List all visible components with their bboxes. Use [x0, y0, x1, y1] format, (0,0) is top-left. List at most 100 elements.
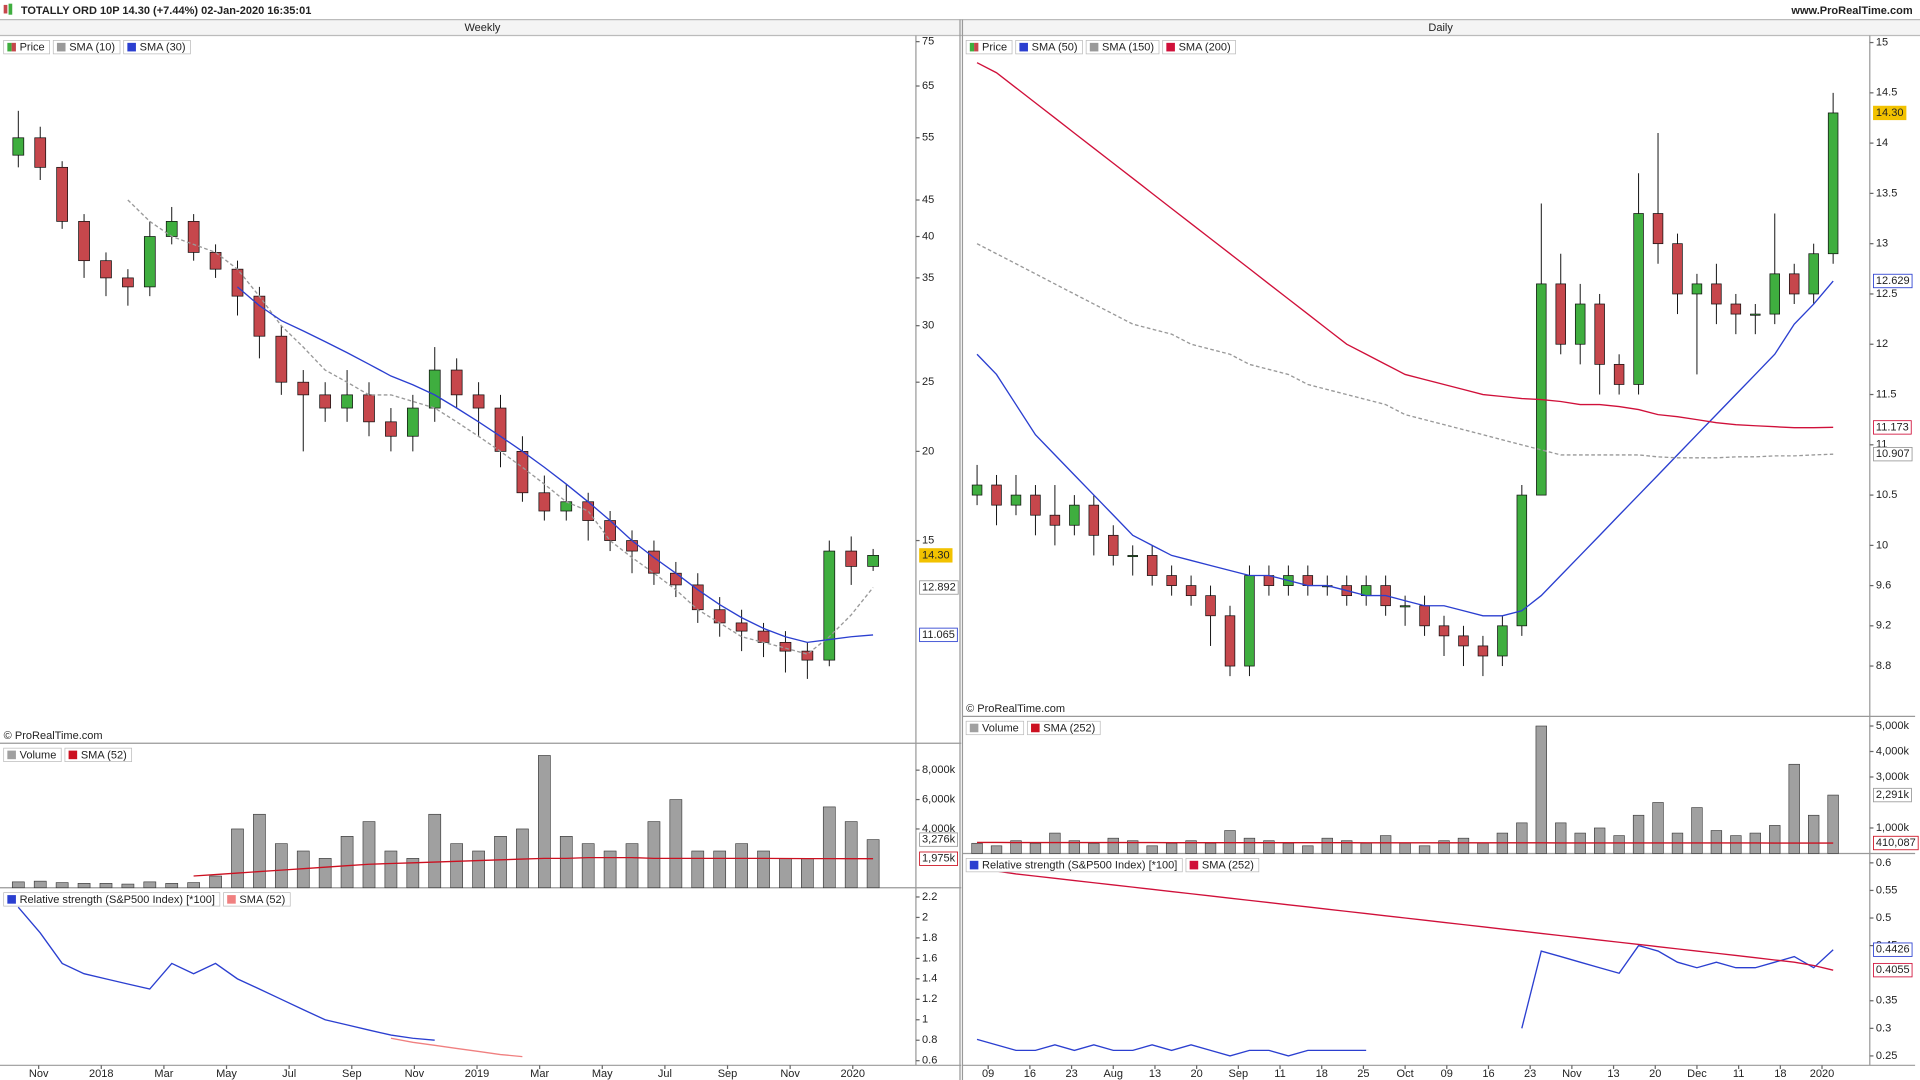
x-tick-label: 18	[1774, 1068, 1786, 1080]
x-tick-label: 09	[982, 1068, 994, 1080]
volume-bar	[971, 842, 983, 854]
y-tick-label: 0.25	[1876, 1050, 1897, 1062]
legend-label: Relative strength (S&P500 Index) [*100]	[20, 894, 215, 906]
y-tick-label: 15	[1876, 36, 1888, 48]
legend-label: SMA (52)	[81, 749, 127, 761]
y-tick-label: 2	[922, 911, 928, 923]
volume-bar	[121, 883, 135, 889]
volume-bar	[187, 882, 200, 889]
y-tick-label: 4,000k	[922, 823, 956, 835]
candle-body	[823, 550, 836, 661]
volume-bar	[1516, 822, 1528, 854]
x-tick-label: Jul	[282, 1068, 296, 1080]
x-tick-label: 20	[1191, 1068, 1203, 1080]
legend-box	[1162, 40, 1236, 55]
indicator-line	[976, 280, 1834, 617]
candle-body	[1088, 504, 1100, 536]
legend-swatch	[1089, 42, 1099, 52]
volume-bar	[1263, 840, 1275, 854]
candle-body	[1146, 555, 1158, 576]
x-tick-label: 25	[1357, 1068, 1369, 1080]
value-tag-label: 14.30	[1876, 107, 1904, 119]
volume-bar	[1282, 842, 1295, 854]
y-tick-label: 0.3	[1876, 1022, 1891, 1034]
indicator-line	[390, 1037, 523, 1058]
indicator-line	[17, 906, 435, 1041]
legend-box	[1026, 720, 1101, 736]
volume-bar	[1613, 835, 1625, 854]
candle-body	[626, 540, 638, 552]
value-tag-label: 2,291k	[1876, 789, 1910, 801]
x-tick-label: 2018	[89, 1068, 114, 1080]
volume-bar	[822, 806, 836, 889]
y-tick-label: 2.2	[922, 891, 937, 903]
volume-bar	[1652, 802, 1664, 854]
legend-swatch	[68, 750, 78, 760]
value-tag	[1873, 446, 1913, 462]
value-tag-label: 14.30	[922, 549, 950, 561]
indicator-line	[977, 841, 1834, 844]
x-tick-label: 23	[1065, 1068, 1077, 1080]
value-tag-label: 0.4055	[1876, 964, 1910, 976]
value-tag	[919, 627, 958, 643]
indicator-line	[976, 243, 1834, 459]
candle-body	[560, 501, 573, 512]
volume-bar	[757, 850, 770, 889]
y-tick-label: 12	[1876, 338, 1888, 350]
legend-box	[1015, 40, 1083, 55]
candle-body	[1497, 625, 1508, 657]
candle-body	[1010, 494, 1022, 506]
y-tick-label: 8,000k	[922, 764, 956, 776]
y-tick-label: 5,000k	[1876, 720, 1910, 732]
volume-bar	[691, 850, 705, 889]
candle-body	[472, 394, 485, 409]
candle-body	[867, 555, 879, 567]
volume-bar	[990, 845, 1003, 854]
legend-box	[965, 720, 1025, 736]
candle-body	[406, 407, 419, 437]
y-tick-label: 10.5	[1876, 489, 1897, 501]
candle-body	[845, 550, 858, 567]
volume-bar	[1788, 763, 1800, 854]
volume-bar	[735, 843, 748, 889]
x-tick-label: 20	[1649, 1068, 1661, 1080]
value-tag-label: 12.892	[922, 581, 956, 593]
candle-body	[801, 650, 814, 661]
volume-bar	[1710, 830, 1723, 854]
candle-body	[1652, 213, 1664, 245]
value-tag	[1873, 273, 1913, 289]
site-link[interactable]: www.ProRealTime.com	[1790, 5, 1912, 17]
candle-body	[1205, 595, 1216, 617]
y-tick-label: 45	[922, 194, 934, 206]
volume-bar	[1769, 825, 1781, 854]
volume-bar	[11, 881, 25, 889]
x-tick-label: 16	[1482, 1068, 1494, 1080]
y-tick-label: 65	[922, 80, 934, 92]
volume-bar	[625, 843, 639, 889]
volume-bar	[362, 821, 376, 889]
value-tag-label: 12.629	[1876, 275, 1910, 287]
volume-bar	[1224, 830, 1236, 854]
logo-icon	[3, 4, 8, 14]
y-tick-label: 1.4	[922, 973, 937, 985]
x-tick-label: Mar	[154, 1068, 173, 1080]
y-tick-label: 15	[922, 534, 934, 546]
candle-body	[1750, 313, 1761, 316]
volume-bar	[143, 881, 157, 889]
volume-bar	[99, 883, 113, 889]
legend-swatch	[969, 860, 979, 870]
candle-body	[78, 221, 90, 262]
volume-bar	[1088, 842, 1100, 854]
candle-body	[516, 451, 529, 494]
x-tick-label: 2020	[841, 1068, 866, 1080]
y-tick-label: 11.5	[1876, 388, 1897, 400]
y-tick-label: 1,000k	[1876, 822, 1910, 834]
candle-body	[1711, 283, 1722, 305]
volume-bar	[1535, 725, 1547, 854]
candle-body	[1166, 575, 1177, 586]
value-tag	[919, 832, 958, 847]
legend-box	[64, 747, 133, 762]
volume-bar	[450, 843, 464, 889]
